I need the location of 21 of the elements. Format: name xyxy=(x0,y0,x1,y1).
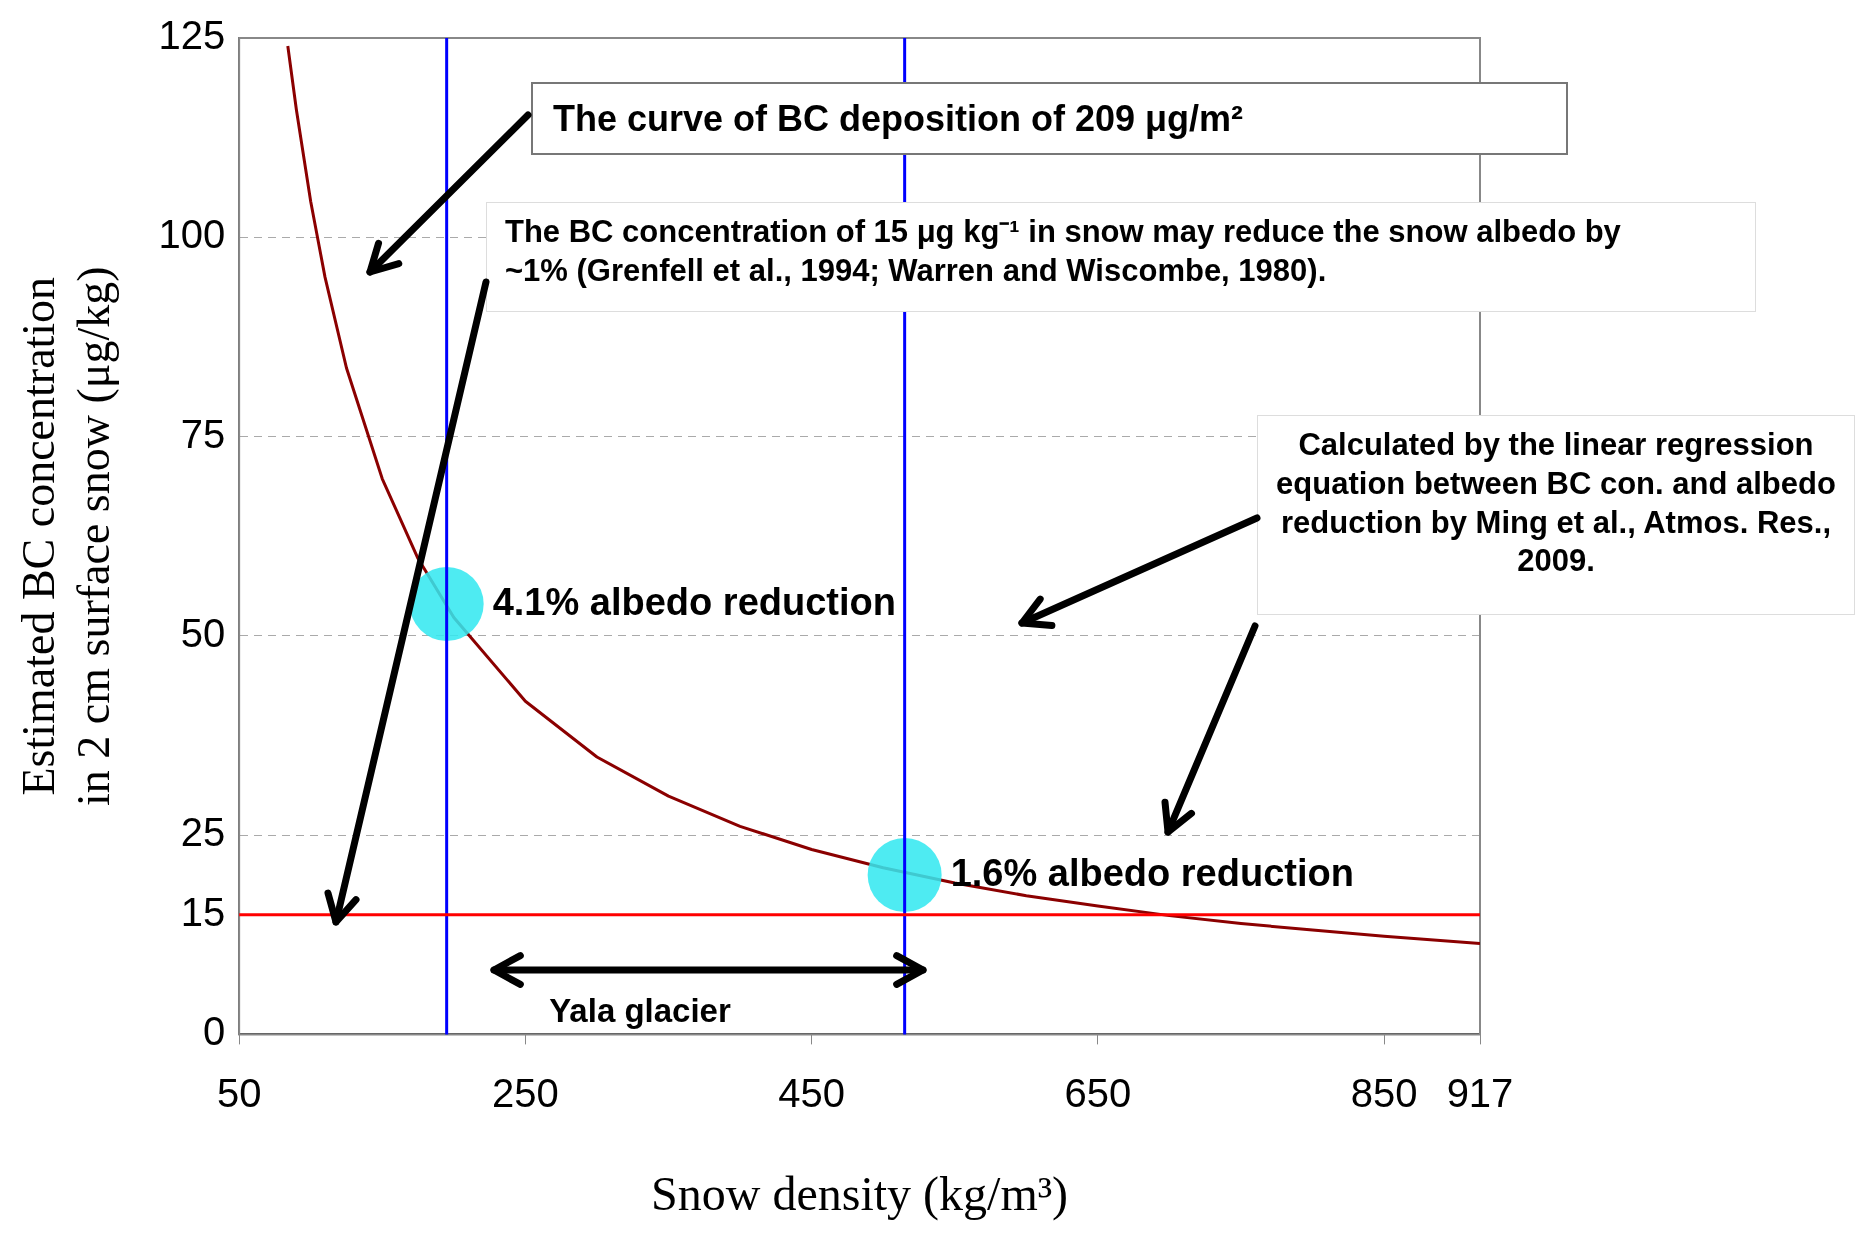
text-box: The BC concentration of 15 μg kg⁻¹ in snow may reduce the snow albedo by ~1% (Grenfell et al., 1994; Warren and Wiscombe, 1980). xyxy=(486,202,1756,312)
x-tick-label: 850 xyxy=(1350,1071,1418,1116)
y-tick-label: 50 xyxy=(180,610,226,655)
text-box: The curve of BC deposition of 209 μg/m² xyxy=(531,82,1568,155)
y-tick-label: 0 xyxy=(202,1009,226,1054)
x-tick-label: 250 xyxy=(492,1071,559,1116)
annotation: 4.1% albedo reduction xyxy=(492,579,896,625)
x-tick-label: 650 xyxy=(1064,1071,1132,1116)
y-tick-label: 125 xyxy=(158,13,226,58)
y-tick-label: 15 xyxy=(180,889,226,934)
y-axis-title: Estimated BC concentration in 2 cm surface snow (μg/kg) xyxy=(12,266,119,806)
annotation: 1.6% albedo reduction xyxy=(950,850,1354,896)
y-tick-label: 100 xyxy=(158,212,226,257)
annotation: Yala glacier xyxy=(548,991,732,1031)
text-box: Calculated by the linear regression equation between BC con. and albedo reduction by Ming et al., Atmos. Res., 2009. xyxy=(1257,415,1855,615)
y-tick-label: 75 xyxy=(180,411,226,456)
x-axis-title: Snow density (kg/m³) xyxy=(651,1166,1069,1221)
x-tick-label: 917 xyxy=(1446,1071,1514,1116)
x-tick-label: 450 xyxy=(778,1071,845,1116)
y-tick-label: 25 xyxy=(180,810,226,855)
x-tick-label: 50 xyxy=(216,1071,262,1116)
